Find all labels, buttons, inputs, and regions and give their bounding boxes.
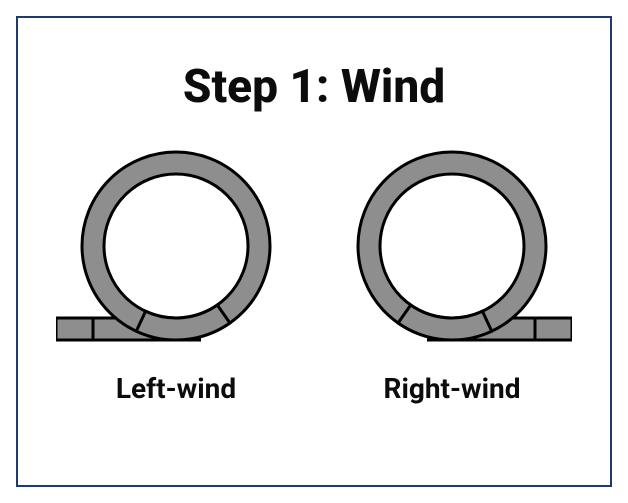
diagram-frame: Step 1: Wind Left-wind Right-wind (16, 16, 612, 487)
left-wind-label: Left-wind (116, 372, 236, 405)
diagram-row: Left-wind Right-wind (18, 142, 610, 405)
left-wind-spring-icon (56, 142, 296, 366)
right-wind-block: Right-wind (332, 142, 572, 405)
left-wind-block: Left-wind (56, 142, 296, 405)
right-wind-spring-icon (332, 142, 572, 366)
right-wind-label: Right-wind (384, 372, 521, 405)
step-title: Step 1: Wind (18, 60, 610, 114)
